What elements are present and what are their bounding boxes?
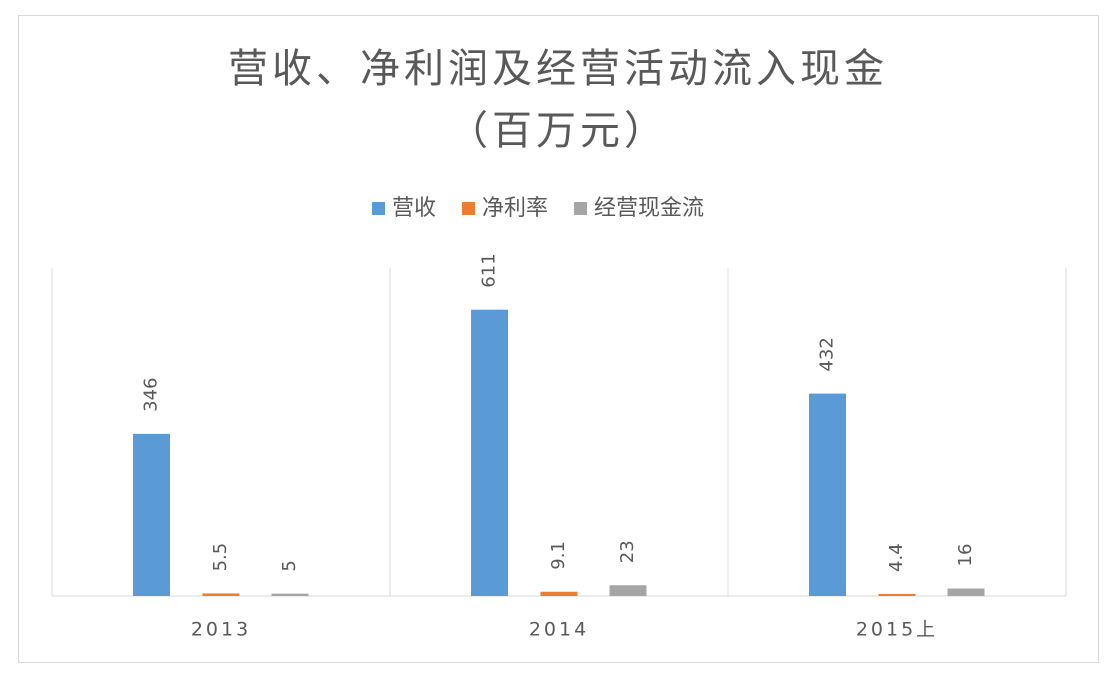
data-label: 432 <box>817 337 838 371</box>
data-label: 16 <box>955 544 976 567</box>
bar <box>271 593 309 596</box>
x-tick-label: 2014 <box>529 619 589 641</box>
legend-label: 经营现金流 <box>594 196 704 221</box>
bar <box>809 393 846 596</box>
legend-swatch <box>574 202 588 215</box>
data-label: 4.4 <box>886 543 907 572</box>
bar <box>609 585 647 596</box>
legend-swatch <box>462 202 476 215</box>
x-tick-label: 2013 <box>191 619 251 641</box>
data-label: 346 <box>141 378 162 412</box>
x-tick-label: 2015上 <box>856 619 938 641</box>
bar <box>202 593 240 596</box>
data-label: 5.5 <box>210 543 231 572</box>
bar <box>878 593 916 596</box>
legend-label: 营收 <box>392 196 436 221</box>
data-label: 5 <box>279 560 300 571</box>
chart-title: 营收、净利润及经营活动流入现金 <box>228 46 888 92</box>
bar <box>133 433 170 596</box>
bar <box>947 588 985 596</box>
chart-frame <box>18 15 1099 663</box>
bar <box>471 309 508 596</box>
bar <box>540 591 578 596</box>
chart-subtitle: （百万元） <box>448 108 668 154</box>
data-label: 23 <box>617 540 638 563</box>
legend-label: 净利率 <box>482 196 548 221</box>
legend-swatch <box>372 202 385 215</box>
data-label: 611 <box>479 253 500 287</box>
data-label: 9.1 <box>548 541 569 570</box>
